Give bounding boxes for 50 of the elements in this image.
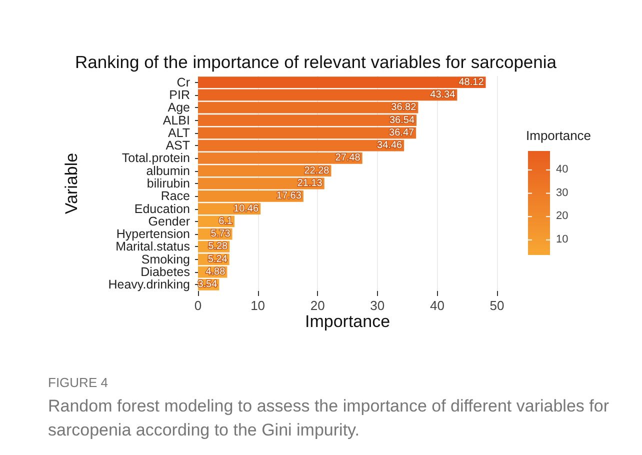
y-tick-label: PIR xyxy=(169,88,190,102)
x-tick-label: 40 xyxy=(430,298,444,313)
y-tick-label: Heavy.drinking xyxy=(108,278,190,292)
y-tick-label: Education xyxy=(134,202,190,216)
data-label: 5.28 xyxy=(208,241,228,252)
data-label: 48.12 xyxy=(458,76,484,88)
y-tick-label: Hypertension xyxy=(116,227,190,242)
y-tick-label: Smoking xyxy=(141,252,190,266)
color-bar-label: 30 xyxy=(556,186,568,199)
data-label: 6.1 xyxy=(218,216,233,227)
data-label: 3.54 xyxy=(198,279,218,290)
data-label: 36.82 xyxy=(391,102,417,114)
color-bar-label: 10 xyxy=(556,233,568,246)
y-tick-label: bilirubin xyxy=(146,176,190,190)
chart-title: Ranking of the importance of relevant variables for sarcopenia xyxy=(75,52,557,72)
color-bar-label: 40 xyxy=(556,163,568,176)
color-bar-label: 20 xyxy=(556,210,568,222)
data-label: 17.63 xyxy=(276,190,302,202)
x-tick-label: 50 xyxy=(490,298,504,313)
y-tick-label: Total.protein xyxy=(122,151,190,166)
data-label: 5.73 xyxy=(210,228,231,240)
y-tick-label: Age xyxy=(168,100,190,115)
y-tick-label: Gender xyxy=(148,214,190,228)
y-tick-label: AST xyxy=(166,138,190,153)
y-tick-label: Diabetes xyxy=(140,265,190,280)
data-label: 4.88 xyxy=(206,266,226,278)
data-label: 43.34 xyxy=(430,89,456,100)
data-label: 5.24 xyxy=(208,254,228,265)
x-tick-label: 20 xyxy=(310,298,325,313)
data-label: 22.28 xyxy=(304,165,330,176)
data-label: 36.47 xyxy=(389,127,415,138)
y-tick-label: ALBI xyxy=(162,113,190,128)
data-label: 10.46 xyxy=(234,203,259,214)
y-axis-title: Variable xyxy=(62,152,81,214)
data-label: 27.48 xyxy=(335,152,361,164)
y-tick-label: Race xyxy=(160,189,190,204)
data-label: 21.13 xyxy=(297,178,323,189)
data-label: 36.54 xyxy=(389,114,415,126)
y-tick-label: Cr xyxy=(176,75,190,90)
data-label: 34.46 xyxy=(377,140,402,152)
x-axis-title: Importance xyxy=(304,312,390,331)
x-tick-label: 30 xyxy=(370,298,385,313)
x-tick-label: 10 xyxy=(250,298,266,313)
x-tick-label: 0 xyxy=(194,298,202,313)
y-tick-label: Marital.status xyxy=(116,240,190,254)
y-tick-label: ALT xyxy=(168,126,190,140)
color-bar-title: Importance xyxy=(526,128,592,143)
text: Random forest modeling to assess the importance of different variables for sarcopenia according to the Gini impurity. xyxy=(48,396,614,440)
caption: FIGURE 4 xyxy=(48,375,108,390)
y-tick-label: albumin xyxy=(146,164,190,178)
